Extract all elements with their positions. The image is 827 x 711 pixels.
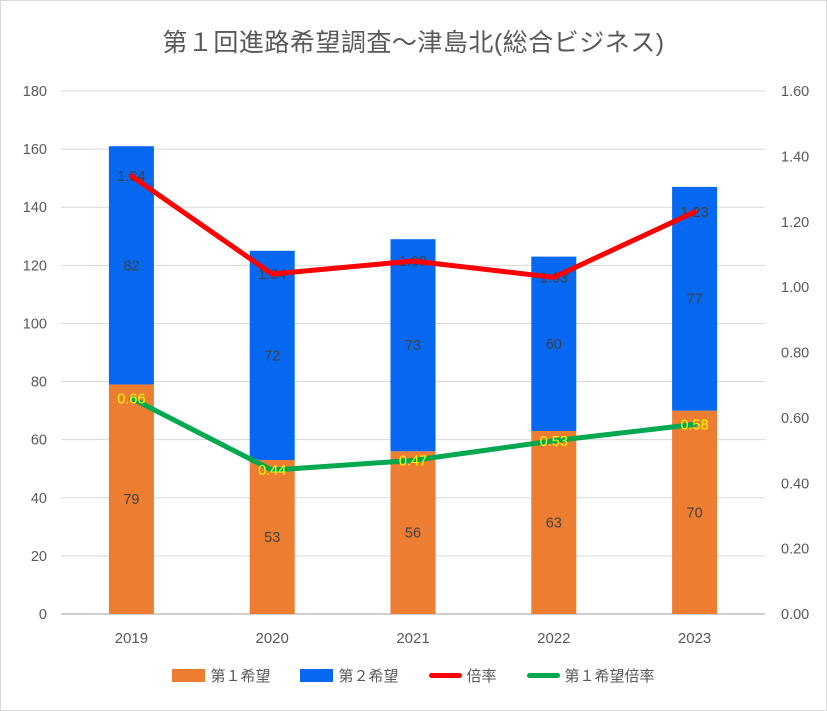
bar-segment — [390, 451, 436, 614]
legend-item: 倍率 — [428, 665, 497, 686]
left-axis-tick-label: 40 — [31, 491, 47, 507]
legend-item: 第２希望 — [300, 665, 399, 686]
left-axis-tick-label: 100 — [23, 316, 47, 332]
bar-data-label: 60 — [546, 337, 562, 353]
bar-data-label: 79 — [123, 492, 139, 508]
left-axis-tick-label: 60 — [31, 433, 47, 449]
bar-segment — [531, 430, 577, 614]
legend-label: 第１希望倍率 — [564, 668, 655, 685]
legend-swatch-line-icon — [526, 673, 560, 678]
bar-data-label: 56 — [405, 526, 421, 542]
x-axis-category-label: 2019 — [115, 630, 148, 647]
line-data-label: 0.44 — [258, 463, 286, 479]
right-axis-tick-label: 0.20 — [781, 542, 809, 558]
right-axis-tick-label: 1.60 — [781, 84, 809, 100]
legend-item: 第１希望倍率 — [526, 665, 655, 686]
bar-segment — [531, 256, 577, 431]
right-axis-tick-label: 0.00 — [781, 607, 809, 623]
legend-label: 倍率 — [466, 668, 497, 685]
left-axis-tick-label: 120 — [23, 258, 47, 274]
legend-swatch-line-icon — [428, 673, 462, 678]
bar-segment — [390, 239, 436, 452]
x-axis-category-label: 2023 — [678, 630, 711, 647]
right-axis-tick-label: 1.40 — [781, 149, 809, 165]
bar-data-label: 63 — [546, 515, 562, 531]
left-axis-tick-label: 0 — [39, 607, 47, 623]
legend-item: 第１希望 — [172, 665, 270, 686]
line-data-label: 0.47 — [399, 453, 427, 469]
bar-data-label: 82 — [123, 258, 139, 274]
left-axis-tick-label: 160 — [23, 142, 47, 158]
right-axis-tick-label: 1.00 — [781, 280, 809, 296]
right-axis-tick-label: 0.80 — [781, 346, 809, 362]
legend-swatch-bar-icon — [300, 669, 334, 682]
line-series — [128, 395, 698, 473]
right-axis-tick-label: 0.60 — [781, 411, 809, 427]
bar-segment — [108, 384, 154, 614]
left-axis-tick-label: 180 — [23, 84, 47, 100]
legend: 第１希望 第２希望 倍率 第１希望倍率 — [1, 665, 826, 686]
bar-segment — [672, 410, 718, 614]
bar-data-label: 73 — [405, 338, 421, 354]
bar-data-label: 72 — [264, 348, 280, 364]
bar-segment — [249, 460, 295, 614]
legend-swatch-bar-icon — [172, 669, 206, 682]
line-data-label: 0.66 — [117, 391, 145, 407]
line-series — [128, 173, 698, 280]
bar-data-label: 53 — [264, 530, 280, 546]
left-axis-tick-label: 20 — [31, 549, 47, 565]
legend-label: 第２希望 — [338, 668, 399, 685]
x-axis-category-label: 2022 — [537, 630, 570, 647]
x-axis-category-label: 2021 — [396, 630, 429, 647]
line-data-label: 0.53 — [540, 434, 568, 450]
line-data-label: 0.58 — [680, 417, 708, 433]
right-axis-tick-label: 0.40 — [781, 476, 809, 492]
left-axis-tick-label: 80 — [31, 375, 47, 391]
bar-segment — [672, 186, 718, 411]
legend-label: 第１希望 — [210, 668, 271, 685]
x-axis-category-label: 2020 — [256, 630, 289, 647]
chart-title: 第１回進路希望調査～津島北(総合ビジネス) — [162, 29, 665, 57]
bar-segment — [249, 250, 295, 461]
bar-data-label: 77 — [687, 292, 703, 308]
right-axis-tick-label: 1.20 — [781, 215, 809, 231]
bar-data-label: 70 — [687, 505, 703, 521]
left-axis-tick-label: 140 — [23, 200, 47, 216]
